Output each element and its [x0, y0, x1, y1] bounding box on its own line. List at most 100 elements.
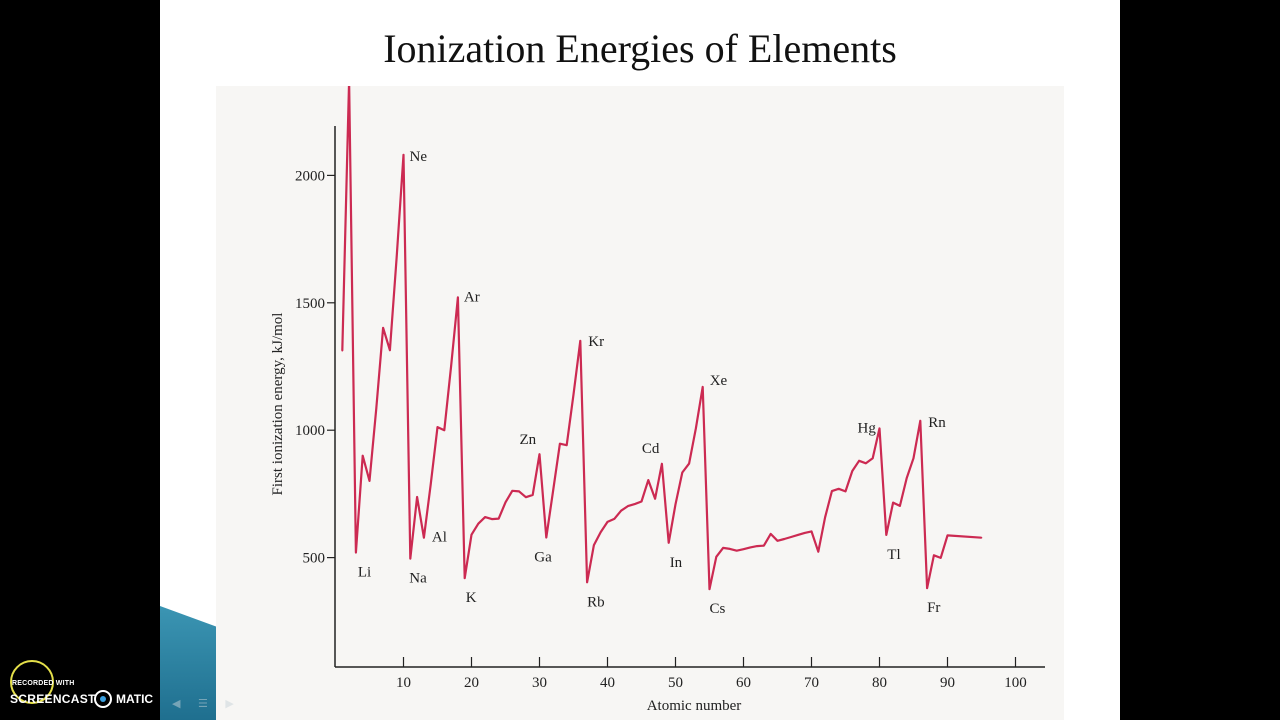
- data-point: [851, 470, 854, 472]
- data-point: [858, 460, 860, 462]
- element-label-al: Al: [432, 530, 447, 546]
- data-point: [912, 457, 915, 460]
- data-point: [572, 393, 575, 396]
- data-point: [715, 556, 718, 558]
- slide-menu-icon[interactable]: ☰: [197, 697, 208, 710]
- data-point: [423, 536, 425, 539]
- data-point: [878, 427, 881, 430]
- data-point: [654, 497, 656, 500]
- data-point: [627, 505, 629, 507]
- element-label-cd: Cd: [642, 441, 660, 457]
- data-point: [695, 427, 697, 430]
- data-point: [640, 500, 643, 503]
- data-point: [579, 340, 582, 342]
- data-point: [885, 534, 888, 536]
- data-point: [790, 536, 792, 538]
- data-point: [681, 471, 684, 474]
- prev-slide-icon[interactable]: ◀: [172, 697, 181, 710]
- data-point: [525, 496, 527, 499]
- data-point: [477, 522, 480, 525]
- element-label-hg: Hg: [858, 420, 877, 436]
- data-point: [491, 518, 493, 520]
- watermark-brand-right: MATIC: [116, 692, 154, 706]
- x-axis-label: Atomic number: [647, 698, 742, 714]
- data-point: [763, 544, 765, 547]
- data-point: [620, 509, 622, 512]
- x-tick-label: 70: [804, 675, 819, 691]
- element-label-he: He: [355, 86, 373, 89]
- data-point: [708, 588, 711, 590]
- data-point: [871, 457, 874, 460]
- teal-accent-shape: [160, 606, 216, 720]
- element-annotations: He Li Ne Na Al Ar K Zn Ga Kr Rb Cd In Xe Cs Hg Tl Rn Fr: [355, 86, 946, 617]
- data-point: [463, 577, 466, 579]
- data-point: [756, 545, 758, 547]
- x-tick-label: 40: [600, 675, 615, 691]
- element-label-fr: Fr: [927, 600, 940, 616]
- element-label-ar: Ar: [464, 289, 480, 305]
- data-point: [518, 490, 520, 493]
- data-point: [341, 349, 344, 352]
- data-point: [416, 496, 418, 498]
- x-tick-label: 100: [1004, 675, 1027, 691]
- x-tick-label: 10: [396, 675, 411, 691]
- data-point: [892, 501, 894, 504]
- x-tick-label: 50: [668, 675, 683, 691]
- element-label-na: Na: [409, 571, 427, 587]
- chart-axes: [334, 126, 1045, 668]
- data-point: [355, 551, 357, 554]
- element-label-zn: Zn: [520, 432, 537, 448]
- element-label-ne: Ne: [410, 149, 428, 165]
- data-point: [946, 534, 949, 537]
- data-point: [402, 154, 405, 156]
- data-point: [504, 501, 507, 504]
- data-point: [531, 494, 534, 496]
- chart-series: [341, 86, 983, 591]
- x-axis-ticks: 10 20 30 40 50 60 70 80 90 100: [396, 657, 1027, 691]
- data-point: [667, 542, 670, 544]
- data-point: [729, 548, 731, 550]
- y-axis-ticks: 5001000150020002500: [295, 168, 335, 567]
- data-point: [933, 554, 935, 557]
- data-point: [701, 386, 704, 388]
- data-point: [395, 255, 398, 258]
- data-point: [484, 516, 486, 518]
- data-point: [742, 548, 745, 550]
- element-label-rn: Rn: [928, 415, 946, 431]
- data-point: [511, 490, 514, 492]
- data-point: [470, 533, 473, 536]
- data-point: [810, 530, 813, 533]
- y-tick-label: 500: [303, 551, 326, 567]
- data-point: [844, 490, 847, 493]
- data-point: [797, 534, 799, 536]
- watermark-recorded-with: RECORDED WITH: [12, 680, 75, 687]
- y-tick-label: 1000: [295, 423, 325, 439]
- data-point: [375, 407, 378, 410]
- scanned-figure: 5001000150020002500 10203040506070809010…: [216, 86, 1064, 720]
- element-label-li: Li: [358, 565, 371, 581]
- data-point: [647, 479, 650, 481]
- x-tick-label: 60: [736, 675, 751, 691]
- next-slide-icon[interactable]: ▶: [225, 697, 234, 710]
- data-point: [593, 544, 595, 546]
- data-point: [735, 549, 738, 552]
- data-point: [749, 546, 752, 549]
- data-point: [980, 536, 983, 539]
- data-point: [382, 327, 384, 329]
- data-point: [831, 490, 833, 492]
- element-label-rb: Rb: [587, 594, 605, 610]
- data-point: [586, 581, 588, 584]
- element-label-kr: Kr: [588, 334, 604, 350]
- data-point: [865, 462, 867, 465]
- data-point: [436, 426, 439, 428]
- x-tick-label: 30: [532, 675, 547, 691]
- slide-title: Ionization Energies of Elements: [383, 26, 897, 71]
- element-label-cs: Cs: [710, 601, 726, 617]
- data-point: [899, 505, 901, 507]
- element-label-tl: Tl: [887, 547, 900, 563]
- slide-nav-controls[interactable]: ◀ ☰ ▶: [172, 697, 272, 711]
- data-point: [817, 550, 820, 553]
- data-point: [769, 533, 772, 535]
- element-label-k: K: [466, 590, 477, 606]
- data-point: [409, 557, 412, 560]
